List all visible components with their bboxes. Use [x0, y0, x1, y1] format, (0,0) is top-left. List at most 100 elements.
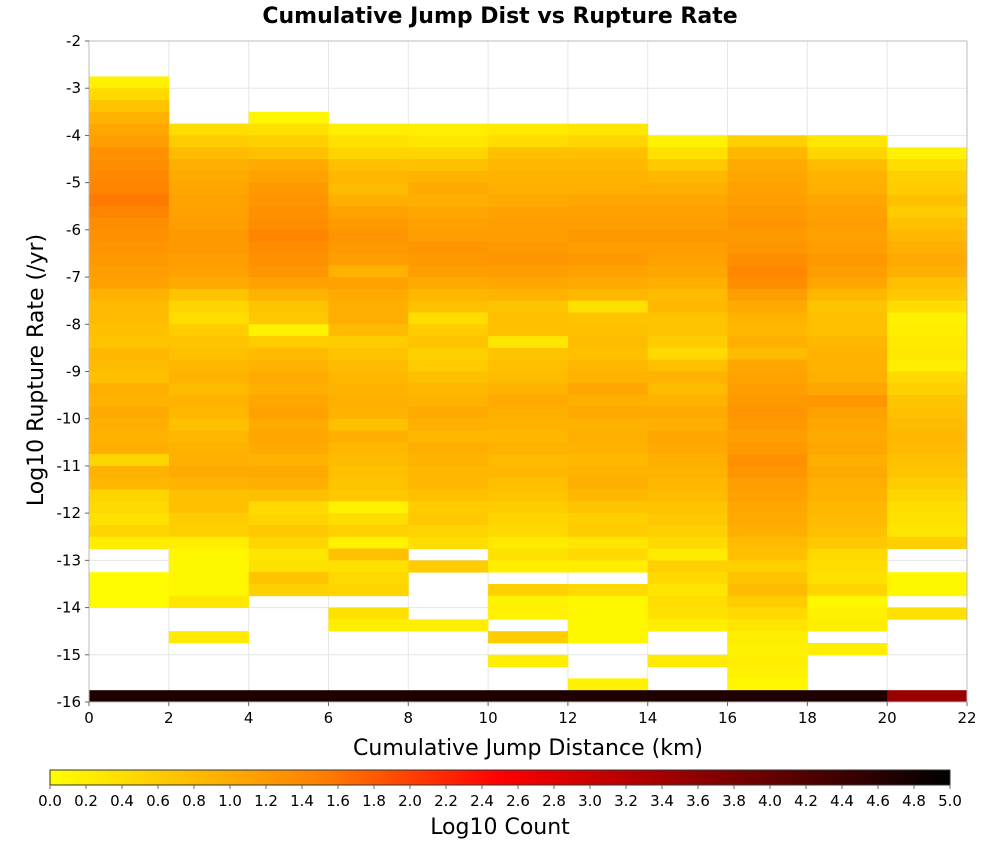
heatmap-cell — [168, 442, 250, 455]
heatmap-cell — [328, 229, 409, 243]
heatmap-cell — [887, 371, 968, 384]
heatmap-cell — [807, 465, 888, 479]
heatmap-cell — [887, 159, 968, 172]
heatmap-cell — [727, 572, 808, 585]
heatmap-cell — [168, 182, 250, 195]
heatmap-cell — [168, 265, 250, 278]
heatmap-cell — [328, 241, 409, 254]
heatmap-cell — [408, 218, 489, 231]
heatmap-cell — [168, 548, 250, 561]
heatmap-cell — [328, 395, 409, 408]
heatmap-cell — [488, 147, 569, 160]
heatmap-cell — [488, 383, 569, 396]
heatmap-cell — [89, 524, 170, 538]
heatmap-cell — [168, 454, 250, 467]
heatmap-cell — [168, 324, 250, 337]
heatmap-cell — [408, 241, 489, 254]
heatmap-cell — [807, 336, 888, 349]
heatmap-cell — [248, 536, 329, 549]
heatmap-cell — [168, 430, 250, 443]
heatmap-cell — [248, 182, 329, 195]
y-axis-ticks: -2 -3 -4 -5 -6 -7 -8 -9 -10 -11 -12 -13 -14 -15 -16 — [57, 32, 89, 711]
y-axis-title: Log10 Rupture Rate (/yr) — [24, 234, 49, 506]
x-tick-label: 4 — [244, 709, 254, 727]
heatmap-cell — [328, 300, 409, 313]
heatmap-cell — [887, 277, 968, 290]
heatmap-cell — [567, 194, 649, 207]
heatmap-cell — [647, 253, 728, 266]
heatmap-cell — [248, 159, 329, 172]
heatmap-cell — [807, 218, 888, 231]
heatmap-cell — [887, 253, 968, 266]
heatmap-cell — [727, 194, 808, 207]
heatmap-cell — [887, 194, 968, 207]
x-tick-label: 22 — [957, 709, 976, 727]
heatmap-cell — [328, 560, 409, 573]
heatmap-cell — [887, 454, 968, 467]
heatmap-cell — [647, 359, 728, 372]
colorbar-tick-label: 4.8 — [902, 792, 926, 810]
heatmap-cell — [408, 524, 489, 538]
heatmap-cell — [807, 194, 888, 207]
heatmap-cell — [328, 465, 409, 479]
colorbar-tick-label: 2.6 — [506, 792, 530, 810]
heatmap-cell — [488, 312, 569, 325]
heatmap-cell — [567, 560, 649, 573]
colorbar-tick-label: 2.8 — [542, 792, 566, 810]
heatmap-cell — [567, 619, 649, 632]
colorbar-tick-label: 0.0 — [38, 792, 62, 810]
heatmap-cell — [567, 218, 649, 231]
chart-title: Cumulative Jump Dist vs Rupture Rate — [262, 4, 737, 29]
heatmap-cell — [408, 477, 489, 490]
heatmap-cell — [248, 135, 329, 148]
heatmap-cell — [488, 218, 569, 231]
heatmap-cell — [168, 300, 250, 313]
colorbar-tick-label: 3.8 — [722, 792, 746, 810]
heatmap-cell — [647, 170, 728, 184]
heatmap-cell — [807, 253, 888, 266]
heatmap-cell — [168, 312, 250, 325]
heatmap-cell — [567, 536, 649, 549]
heatmap-cell — [328, 123, 409, 136]
x-tick-label: 20 — [878, 709, 897, 727]
heatmap-cell — [567, 442, 649, 455]
heatmap-cell — [647, 182, 728, 195]
heatmap-cell — [408, 312, 489, 325]
heatmap-cell — [727, 524, 808, 538]
heatmap-cell — [647, 406, 728, 420]
heatmap-cell — [727, 395, 808, 408]
heatmap-cell — [488, 347, 569, 361]
heatmap-cell — [89, 583, 170, 597]
colorbar-tick-label: 0.4 — [110, 792, 134, 810]
heatmap-cell — [168, 206, 250, 219]
colorbar-tick-label: 4.2 — [794, 792, 818, 810]
heatmap-cell — [488, 395, 569, 408]
heatmap-cell — [408, 253, 489, 266]
heatmap-cell — [89, 218, 170, 231]
heatmap-cell — [887, 347, 968, 361]
heatmap-cell — [567, 690, 649, 703]
heatmap-cell — [727, 336, 808, 349]
heatmap-cell — [807, 288, 888, 302]
heatmap-cell — [807, 489, 888, 502]
heatmap-cell — [567, 123, 649, 136]
heatmap-cell — [647, 194, 728, 207]
heatmap-cell — [168, 477, 250, 490]
heatmap-cell — [567, 465, 649, 479]
heatmap-cell — [647, 583, 728, 597]
heatmap-cell — [567, 477, 649, 490]
heatmap-cell — [567, 489, 649, 502]
heatmap-cell — [887, 418, 968, 431]
heatmap-cell — [647, 548, 728, 561]
y-tick-label: -6 — [66, 221, 81, 239]
colorbar-tick-label: 0.8 — [182, 792, 206, 810]
heatmap-cell — [328, 454, 409, 467]
heatmap-cell — [408, 170, 489, 184]
heatmap-cell — [567, 159, 649, 172]
heatmap-cell — [168, 418, 250, 431]
heatmap-cell — [89, 194, 170, 207]
heatmap-cell — [807, 182, 888, 195]
heatmap-cell — [567, 147, 649, 160]
heatmap-cell — [248, 123, 329, 136]
